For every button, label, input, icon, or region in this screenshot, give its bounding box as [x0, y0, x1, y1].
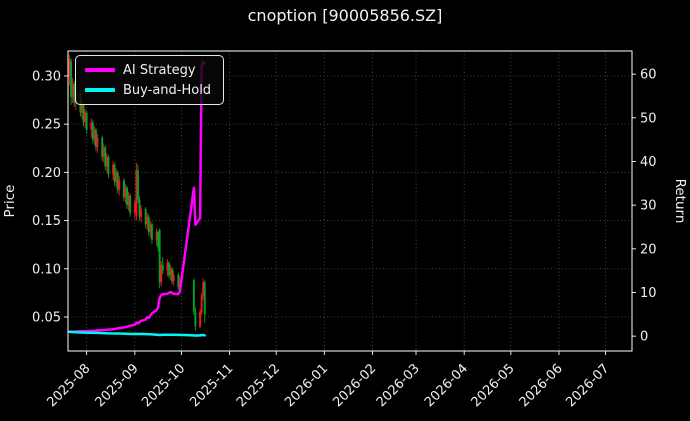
legend-label-buyhold: Buy-and-Hold	[123, 82, 212, 98]
candle-body	[192, 280, 195, 313]
return-tick-label: 50	[640, 111, 657, 126]
x-tick-label: 2026-02	[330, 361, 379, 410]
return-tick-label: 60	[640, 68, 657, 83]
price-tick-label: 0.25	[32, 118, 61, 133]
candle-body	[73, 83, 76, 103]
candle-body	[93, 129, 96, 140]
candle-body	[127, 195, 130, 206]
x-tick-label: 2026-05	[469, 361, 518, 410]
price-tick-label: 0.05	[32, 310, 61, 325]
x-tick-label: 2026-01	[282, 361, 331, 410]
candle-body	[203, 282, 206, 315]
candle-body	[102, 147, 105, 157]
candle-body	[105, 156, 108, 167]
y-axis-label-price: Price	[2, 185, 18, 218]
return-tick-label: 10	[640, 286, 657, 301]
candle-body	[138, 199, 141, 217]
candle-body	[112, 164, 115, 175]
candle-body	[129, 195, 132, 213]
candle-body	[150, 224, 153, 240]
price-tick-label: 0.20	[32, 166, 61, 181]
price-tick-label: 0.15	[32, 214, 61, 229]
candle-body	[200, 295, 203, 313]
candle-body	[140, 209, 142, 217]
candle-body	[177, 274, 180, 288]
candle-body	[122, 180, 125, 198]
return-tick-label: 30	[640, 199, 657, 214]
candle-body	[202, 282, 205, 296]
y-axis-label-return: Return	[672, 179, 688, 224]
chart-title: cnoption [90005856.SZ]	[247, 6, 443, 25]
legend-item-buy-and-hold: Buy-and-Hold	[85, 84, 214, 97]
candle-body	[158, 230, 161, 283]
candle-body	[95, 129, 97, 148]
x-tick-label: 2025-12	[234, 361, 283, 410]
series-line-buy-and-hold	[68, 330, 206, 337]
return-tick-label: 40	[640, 155, 657, 170]
candle-body	[135, 170, 138, 216]
x-tick-label: 2026-07	[563, 361, 612, 410]
x-tick-label: 2025-10	[139, 361, 188, 410]
candle-body	[166, 262, 169, 271]
candlestick-series	[68, 54, 206, 331]
candle-body	[161, 264, 164, 271]
legend-label-ai: AI Strategy	[123, 62, 196, 78]
candle-body	[157, 232, 160, 248]
candle-body	[70, 61, 73, 98]
candle-body	[172, 274, 175, 282]
plot-border	[67, 50, 633, 352]
legend: AI Strategy Buy-and-Hold	[75, 55, 224, 105]
candle-body	[168, 262, 170, 276]
return-tick-label: 20	[640, 242, 657, 257]
candle-body	[96, 137, 99, 148]
candle-body	[104, 147, 107, 167]
price-tick-label: 0.10	[32, 262, 61, 277]
candle-body	[107, 156, 110, 175]
candle-body	[90, 122, 93, 130]
candle-body	[68, 58, 71, 76]
candle-body	[71, 83, 74, 98]
candle-body	[82, 104, 85, 123]
legend-line-sample-ai	[85, 68, 115, 72]
x-tick-label: 2026-04	[422, 361, 471, 410]
candle-body	[199, 312, 202, 327]
x-tick-label: 2025-11	[187, 361, 236, 410]
candle-body	[81, 104, 83, 113]
x-tick-label: 2025-08	[44, 361, 93, 410]
candle-body	[136, 170, 139, 200]
candle-body	[113, 164, 116, 183]
legend-line-sample-buyhold	[85, 88, 115, 92]
axis-ticks	[64, 73, 636, 355]
candle-body	[91, 122, 94, 140]
candle-body	[124, 187, 127, 198]
x-tick-label: 2026-03	[374, 361, 423, 410]
candle-body	[171, 268, 174, 282]
candle-body	[147, 216, 150, 233]
x-tick-label: 2025-09	[93, 361, 142, 410]
candle-body	[133, 203, 136, 213]
x-tick-label: 2026-06	[517, 361, 566, 410]
candle-body	[126, 187, 128, 206]
series-line-ai-strategy	[68, 60, 206, 334]
candle-body	[144, 209, 147, 225]
candle-body	[194, 312, 197, 327]
candle-body	[116, 172, 119, 190]
candle-body	[160, 264, 163, 283]
candle-body	[101, 137, 104, 157]
candle-body	[169, 268, 172, 276]
candle-body	[118, 180, 121, 190]
candle-body	[146, 216, 149, 225]
return-tick-label: 0	[640, 330, 648, 345]
candle-body	[85, 112, 88, 130]
line-series	[68, 60, 206, 337]
legend-item-ai-strategy: AI Strategy	[85, 64, 214, 77]
candle-body	[149, 224, 152, 233]
candle-body	[115, 172, 118, 183]
candle-body	[155, 232, 158, 240]
price-tick-label: 0.30	[32, 69, 61, 84]
candle-body	[84, 112, 87, 123]
